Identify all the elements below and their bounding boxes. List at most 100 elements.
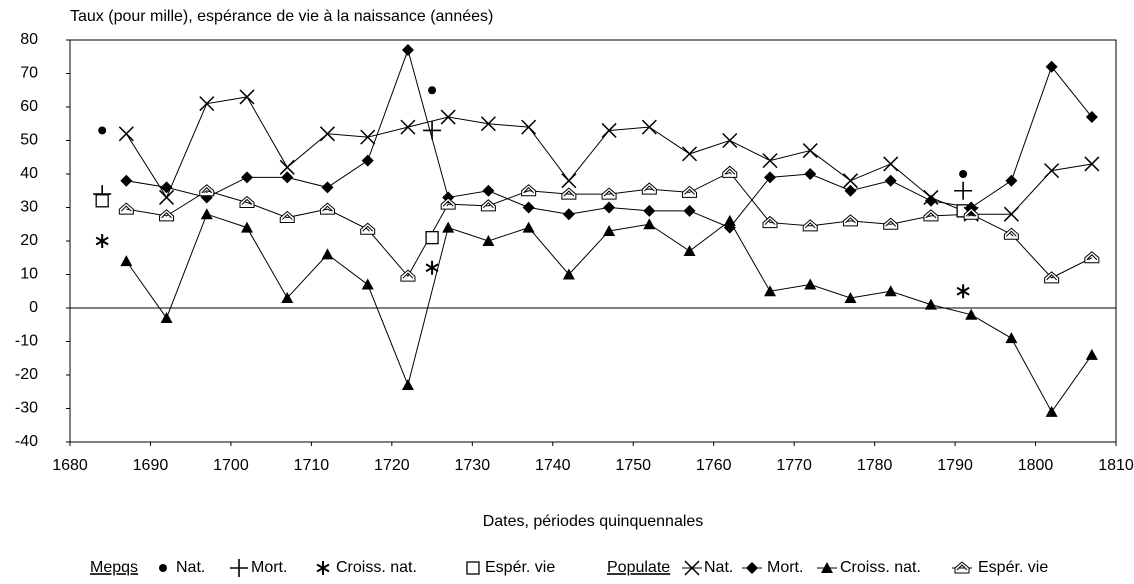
x-tick-label: 1720 (374, 457, 410, 474)
x-tick-label: 1750 (615, 457, 651, 474)
series-line (125, 213, 1093, 413)
data-point (400, 269, 416, 282)
legend-marker (954, 561, 970, 574)
legend-label: Croiss. nat. (840, 559, 921, 576)
data-point (423, 121, 442, 140)
data-point (562, 208, 575, 221)
data-point (482, 184, 495, 197)
data-point (722, 165, 738, 178)
data-point (241, 171, 254, 184)
data-point (281, 291, 294, 303)
legend-marker (466, 561, 480, 575)
data-point (1084, 251, 1100, 264)
data-point (802, 219, 818, 232)
data-point (425, 230, 439, 245)
legend-label: Espér. vie (978, 559, 1048, 576)
legend-marker (821, 562, 833, 573)
data-point (200, 208, 213, 220)
data-point (561, 173, 577, 189)
data-point (683, 204, 696, 217)
data-point (1045, 405, 1058, 417)
y-tick-label: -40 (15, 433, 38, 450)
data-point (682, 146, 698, 162)
x-tick-label: 1700 (213, 457, 249, 474)
data-point (281, 171, 294, 184)
data-point (1005, 332, 1018, 344)
legend-label: Mort. (251, 559, 287, 576)
data-point (842, 214, 858, 227)
y-tick-label: 20 (20, 232, 38, 249)
data-point (440, 109, 456, 125)
y-tick-label: -20 (15, 366, 38, 383)
data-point (279, 210, 295, 224)
data-point (959, 170, 968, 178)
data-point (360, 222, 376, 235)
data-point (360, 129, 376, 145)
y-tick-label: 40 (20, 165, 38, 182)
data-point (480, 116, 496, 132)
y-tick-label: 60 (20, 98, 38, 115)
data-point (482, 235, 495, 246)
data-point (319, 126, 336, 142)
x-tick-label: 1680 (52, 457, 88, 474)
data-point (321, 248, 334, 260)
data-point (884, 174, 897, 187)
data-point (160, 181, 173, 194)
data-point (883, 217, 899, 230)
data-point (522, 201, 535, 214)
legend-label: Espér. vie (485, 559, 555, 576)
data-point (924, 194, 937, 207)
data-point (279, 159, 295, 175)
data-point (1045, 60, 1058, 73)
data-point (1085, 111, 1098, 124)
y-tick-label: 0 (29, 299, 38, 316)
data-point (480, 199, 496, 212)
data-point (682, 185, 698, 198)
data-point (603, 224, 616, 236)
data-point (643, 204, 656, 217)
x-tick-label: 1810 (1098, 457, 1134, 474)
data-point (159, 189, 175, 205)
data-point (95, 234, 109, 248)
data-point (319, 202, 335, 215)
data-point (1044, 271, 1060, 284)
legend-group-title: Mepqs (90, 559, 138, 576)
data-point (954, 181, 973, 200)
data-point (442, 221, 455, 233)
legend-marker (684, 560, 700, 576)
data-point (1005, 174, 1018, 187)
data-point (1085, 348, 1098, 360)
legend-marker (316, 561, 330, 575)
data-point (641, 182, 657, 195)
data-point (428, 86, 437, 95)
y-axis-title: Taux (pour mille), espérance de vie à la… (70, 8, 493, 25)
data-point (401, 379, 414, 391)
data-point (118, 202, 134, 215)
data-point (522, 221, 535, 233)
data-point (425, 260, 439, 275)
data-point (884, 285, 897, 297)
data-point (361, 278, 374, 290)
legend-marker (746, 562, 758, 574)
y-tick-label: -10 (15, 333, 38, 350)
data-point (1044, 163, 1060, 179)
data-point (723, 214, 736, 226)
data-point (98, 126, 107, 135)
data-point (521, 119, 537, 135)
data-point (118, 126, 134, 142)
legend-marker (230, 559, 248, 577)
data-point (683, 245, 696, 257)
data-point (923, 209, 939, 222)
data-point (239, 195, 255, 208)
data-point (924, 298, 937, 310)
data-point (1084, 156, 1100, 172)
data-point (883, 156, 899, 172)
data-point (956, 284, 970, 299)
data-point (762, 153, 778, 169)
data-point (562, 268, 575, 280)
x-axis-title: Dates, périodes quinquennales (483, 513, 704, 530)
data-point (804, 168, 817, 180)
data-point (804, 278, 817, 290)
data-point (842, 173, 859, 189)
